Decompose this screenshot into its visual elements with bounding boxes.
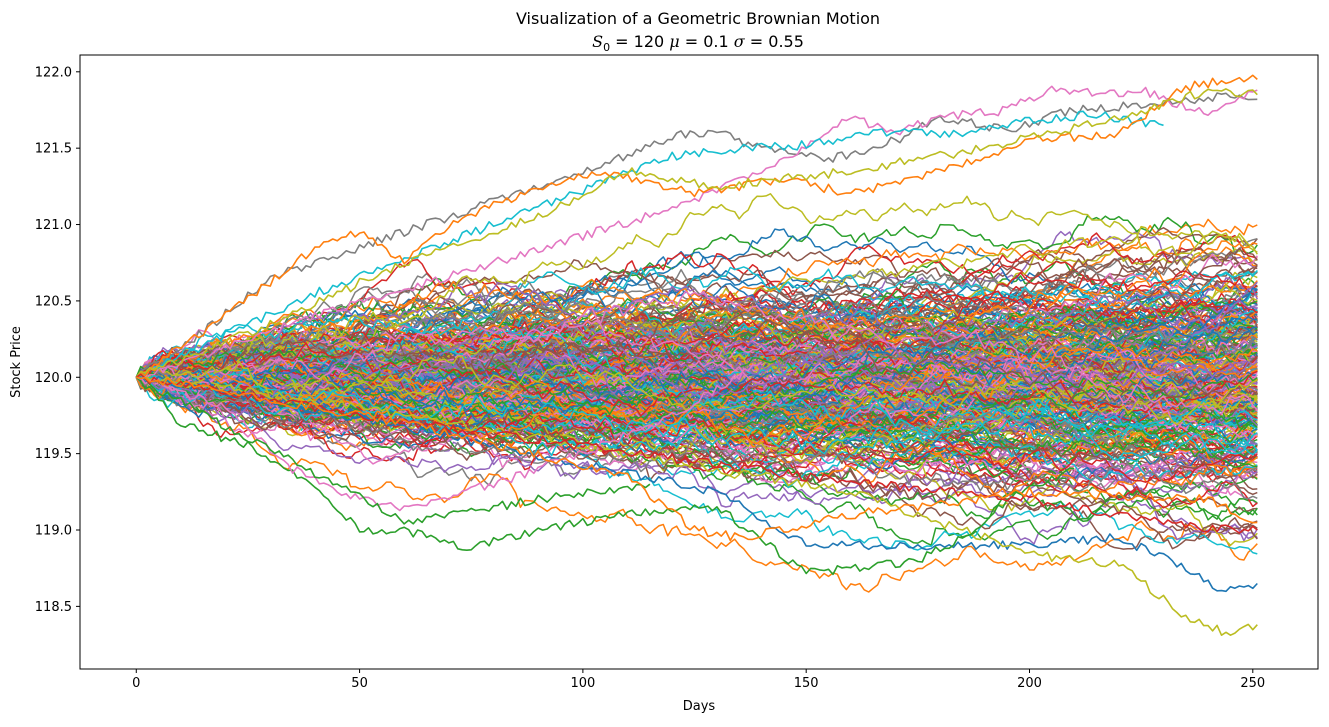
y-tick-label: 119.5 xyxy=(35,447,72,462)
series-line xyxy=(135,74,1258,378)
plot-area-frame xyxy=(79,54,1319,670)
series-line xyxy=(135,92,1258,378)
series-line xyxy=(136,361,762,512)
simulated-path-line xyxy=(135,369,1258,479)
y-axis-ticks: 118.5 119.0 119.5 120.0 120.5 121.0 121.5 122.0 xyxy=(35,65,80,615)
y-axis-label: Stock Price xyxy=(9,326,24,398)
simulated-path-line xyxy=(136,268,1258,379)
series-line xyxy=(136,376,651,525)
subtitle-sigma-symbol: σ xyxy=(734,32,746,51)
series-line xyxy=(135,88,1258,378)
series-line xyxy=(136,375,1258,593)
x-tick-label: 250 xyxy=(1240,676,1265,691)
simulated-path-line xyxy=(135,342,1258,417)
series-line xyxy=(136,376,1258,542)
series-line xyxy=(135,373,1258,534)
subtitle-s-subscript: 0 xyxy=(603,41,610,54)
simulated-path-line xyxy=(135,193,1258,386)
simulated-path-line xyxy=(135,375,1258,530)
simulated-path-line xyxy=(136,332,1258,406)
simulated-path-line xyxy=(136,349,1258,483)
subtitle-sigma-value: = 0.55 xyxy=(745,32,804,51)
simulated-path-line xyxy=(135,342,1258,445)
simulated-path-line xyxy=(135,310,1258,404)
x-tick-label: 150 xyxy=(794,676,819,691)
subtitle-s-symbol: S xyxy=(592,32,603,51)
simulated-path-line xyxy=(135,295,1258,382)
series-layer xyxy=(135,74,1259,637)
series-line xyxy=(136,110,1164,379)
simulated-path-line xyxy=(136,281,1258,380)
y-tick-label: 121.0 xyxy=(35,218,72,233)
x-tick-label: 100 xyxy=(570,676,595,691)
simulated-path-line xyxy=(136,319,1258,400)
simulated-path-line xyxy=(136,355,1258,426)
chart-title: Visualization of a Geometric Brownian Mo… xyxy=(516,9,880,28)
simulated-path-line xyxy=(135,253,1258,409)
x-tick-label: 200 xyxy=(1017,676,1042,691)
simulated-path-line xyxy=(135,365,1258,457)
x-axis-label: Days xyxy=(683,699,716,714)
simulated-path-line xyxy=(135,247,1258,392)
y-tick-label: 119.0 xyxy=(35,524,72,539)
simulated-path-line xyxy=(135,244,1258,378)
subtitle-s-value: = 120 xyxy=(610,32,669,51)
simulated-path-line xyxy=(135,287,1258,412)
simulated-path-line xyxy=(135,303,1258,384)
y-tick-label: 118.5 xyxy=(35,600,72,615)
simulated-path-line xyxy=(135,266,1258,390)
y-tick-label: 121.5 xyxy=(35,142,72,157)
simulated-path-line xyxy=(135,282,1258,379)
simulated-path-line xyxy=(135,310,1258,433)
y-tick-label: 120.0 xyxy=(35,371,72,386)
simulated-path-line xyxy=(135,370,1258,500)
y-tick-label: 122.0 xyxy=(35,65,72,80)
y-tick-label: 120.5 xyxy=(35,294,72,309)
x-tick-label: 0 xyxy=(132,676,140,691)
x-axis-ticks: 0 50 100 150 200 250 xyxy=(132,669,1265,691)
subtitle-mu-symbol: μ xyxy=(669,32,679,51)
simulated-path-line xyxy=(135,368,1258,464)
subtitle-mu-value: = 0.1 xyxy=(680,32,734,51)
series-line xyxy=(136,85,1258,380)
chart-subtitle: S0 = 120 μ = 0.1 σ = 0.55 xyxy=(592,32,804,54)
series-line xyxy=(135,376,1075,576)
simulated-path-line xyxy=(136,373,1258,496)
simulated-path-line xyxy=(136,308,1258,382)
x-tick-label: 50 xyxy=(351,676,368,691)
